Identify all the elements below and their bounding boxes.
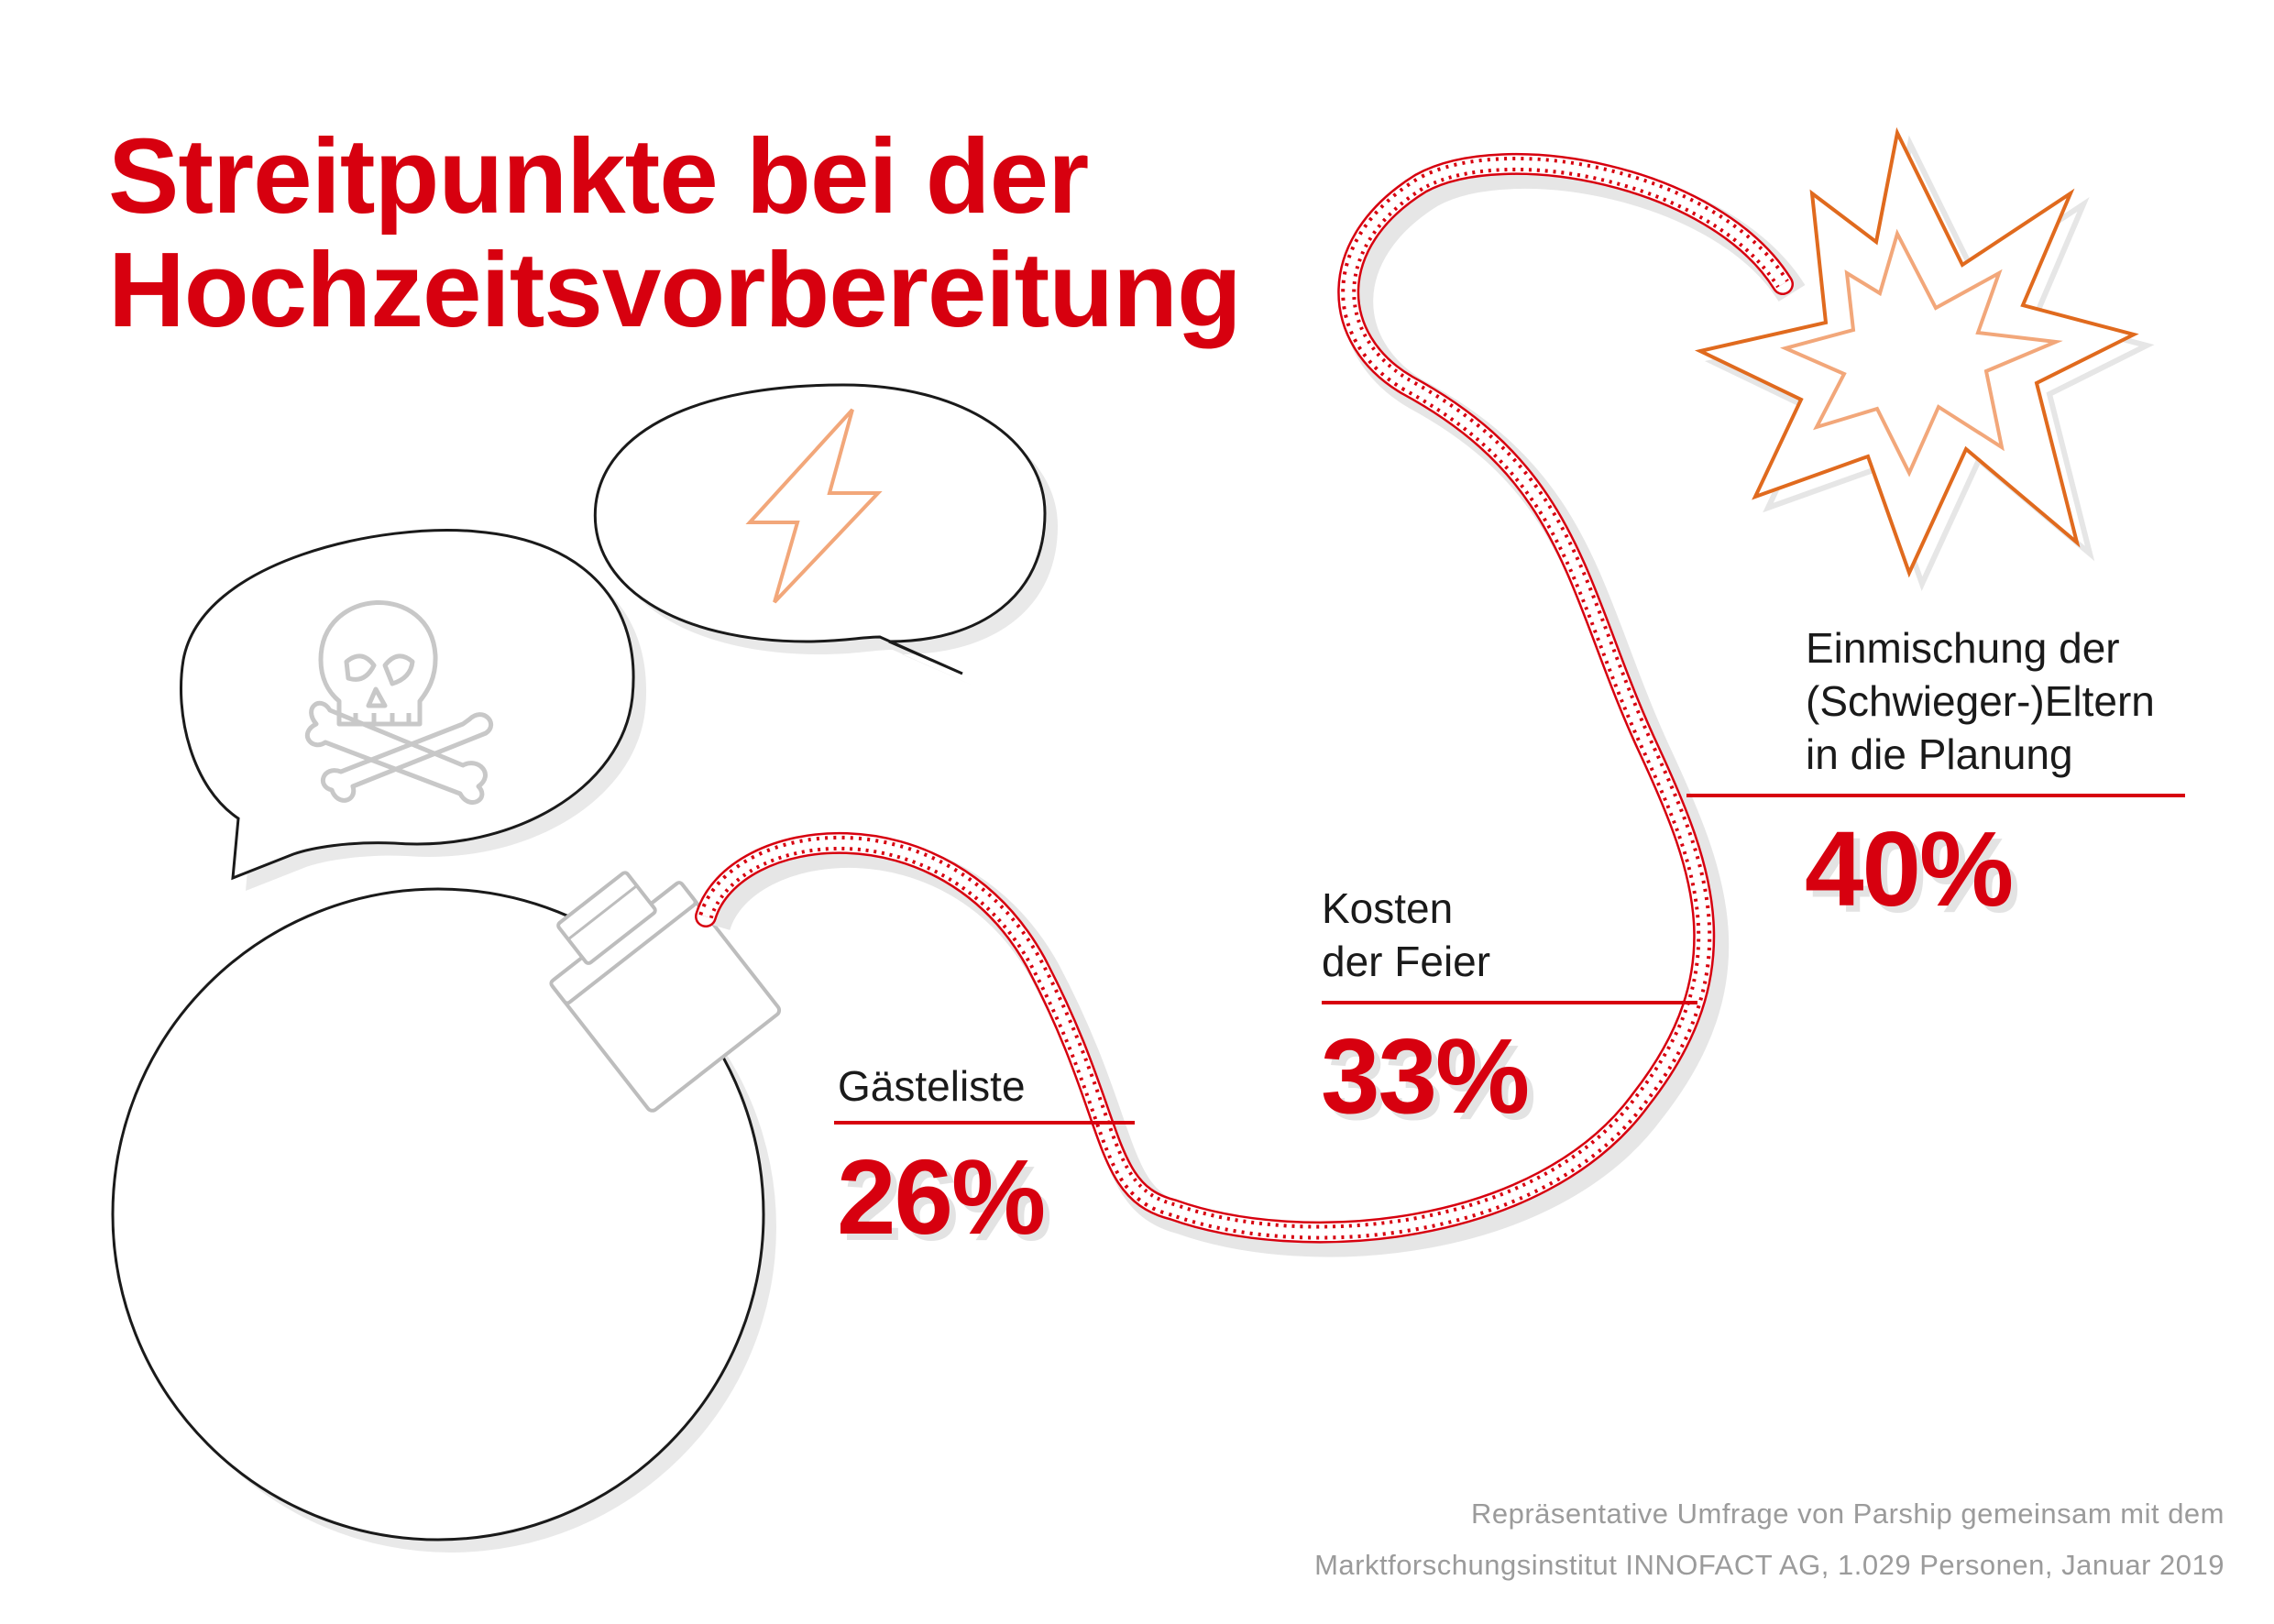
bomb-icon xyxy=(111,871,782,1553)
page-title-line-2: Hochzeitsvorbereitung xyxy=(108,230,1242,349)
source-note-line-1: Repräsentative Umfrage von Parship gemei… xyxy=(1470,1498,2225,1530)
value-label-einmischung: 40% xyxy=(1805,809,2014,928)
explosion-icon xyxy=(1694,126,2155,591)
category-label-kosten: Kosten der Feier xyxy=(1322,884,1491,985)
page-title-line-1: Streitpunkte bei der xyxy=(108,116,1089,236)
value-label-kosten: 33% xyxy=(1321,1016,1530,1136)
value-label-gaesteliste: 26% xyxy=(837,1137,1046,1256)
category-label-gaesteliste: Gästeliste xyxy=(838,1062,1026,1110)
category-label-einmischung: Einmischung der (Schwieger-)Eltern in di… xyxy=(1806,624,2155,778)
lightning-icon xyxy=(745,408,883,604)
source-note-line-2: Marktforschungsinstitut INNOFACT AG, 1.0… xyxy=(1314,1549,2225,1581)
speech-bubble-skull xyxy=(180,529,647,891)
speech-bubble-lightning xyxy=(593,383,1058,686)
skull-crossbones-icon xyxy=(304,599,494,805)
